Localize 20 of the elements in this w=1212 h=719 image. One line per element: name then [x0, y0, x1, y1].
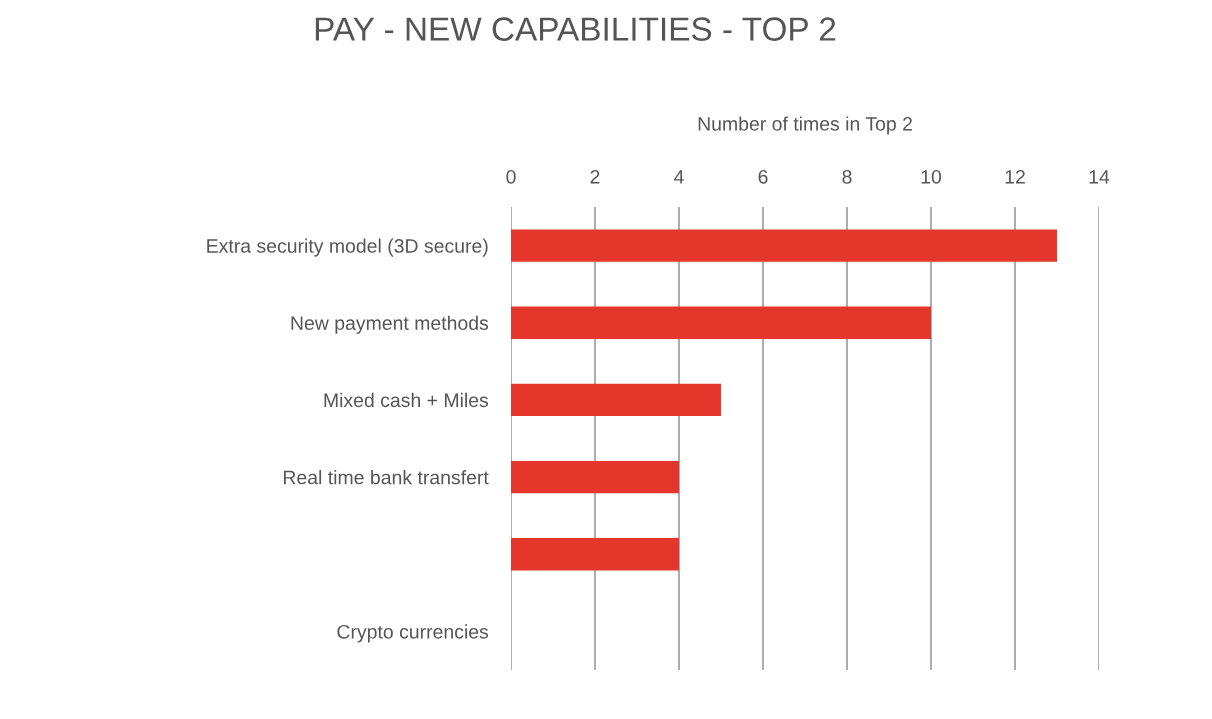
x-tick-label: 2 — [590, 169, 600, 184]
y-tick-label: Mixed cash + Miles — [324, 392, 489, 408]
y-tick-label: Real time bank transfert — [283, 470, 489, 485]
x-axis-title: Number of times in Top 2 — [698, 116, 912, 135]
bar — [511, 460, 679, 494]
bar — [511, 383, 721, 417]
x-tick-label: 12 — [1005, 169, 1025, 184]
x-tick-label: 6 — [758, 169, 768, 184]
bar — [511, 306, 931, 339]
bar — [511, 538, 679, 571]
x-tick-label: 0 — [506, 169, 516, 184]
x-tick-label: 10 — [921, 169, 942, 184]
y-tick-label: Extra security model (3D secure) — [207, 238, 488, 257]
bar — [511, 229, 1057, 262]
chart-title: PAY - NEW CAPABILITIES - TOP 2 — [315, 17, 836, 41]
y-tick-label: Crypto currencies — [337, 624, 489, 643]
x-tick-label: 4 — [674, 170, 684, 184]
y-tick-label: New payment methods — [291, 315, 489, 334]
x-tick-label: 8 — [842, 169, 852, 184]
x-tick-label: 14 — [1089, 170, 1110, 184]
